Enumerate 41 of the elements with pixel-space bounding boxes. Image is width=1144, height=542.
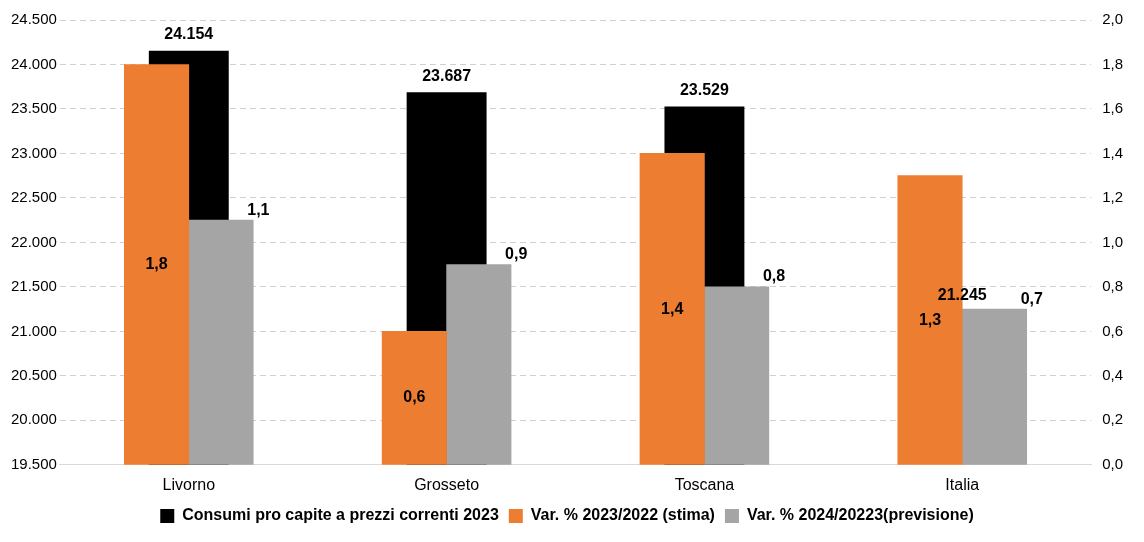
bar [961,308,1028,465]
x-tick-label: Italia [945,475,980,493]
y-tick-label: 20.500 [10,365,57,383]
data-label: 0,7 [1020,289,1044,307]
y-tick-label: 23.500 [10,99,57,117]
y-tick-label: 21.500 [10,277,57,295]
y2-tick-label: 1,2 [1102,188,1124,206]
x-tick-label: Toscana [674,475,735,493]
y2-tick-label: 0,6 [1102,321,1124,339]
y-tick-label: 23.000 [10,143,57,161]
y2-tick-label: 1,0 [1102,232,1124,250]
y2-tick-label: 1,8 [1102,54,1124,72]
data-label: 23.687 [422,66,472,84]
data-label: 1,8 [145,255,168,273]
y-tick-label: 21.000 [10,321,57,339]
y2-tick-label: 0,2 [1102,410,1124,428]
legend-label: Var. % 2024/20223(previsione) [746,506,974,524]
data-label: 24.154 [164,25,214,43]
y-tick-label: 22.500 [10,188,57,206]
x-tick-label: Grosseto [414,475,480,493]
data-label: 0,6 [403,388,426,406]
y-tick-label: 24.000 [10,54,57,72]
y2-tick-label: 0,8 [1102,277,1124,295]
y-tick-label: 20.000 [10,410,57,428]
y-tick-label: 22.000 [10,232,57,250]
y-tick-label: 19.500 [10,454,57,472]
data-label: 1,1 [247,200,270,218]
data-label: 1,3 [918,310,942,328]
data-label: 0,9 [505,245,528,263]
y2-tick-label: 0,0 [1102,454,1124,472]
y2-tick-label: 2,0 [1102,10,1124,28]
y2-tick-label: 0,4 [1102,365,1124,383]
y-tick-label: 24.500 [10,10,57,28]
data-label: 23.529 [679,80,729,98]
x-tick-label: Livorno [162,475,216,493]
y2-tick-label: 1,4 [1102,143,1124,161]
data-label: 0,8 [762,267,786,285]
legend-label: Consumi pro capite a prezzi correnti 2023 [182,506,499,524]
legend-label: Var. % 2023/2022 (stima) [530,506,715,524]
y2-tick-label: 1,6 [1102,99,1124,117]
data-label: 1,4 [661,299,684,317]
